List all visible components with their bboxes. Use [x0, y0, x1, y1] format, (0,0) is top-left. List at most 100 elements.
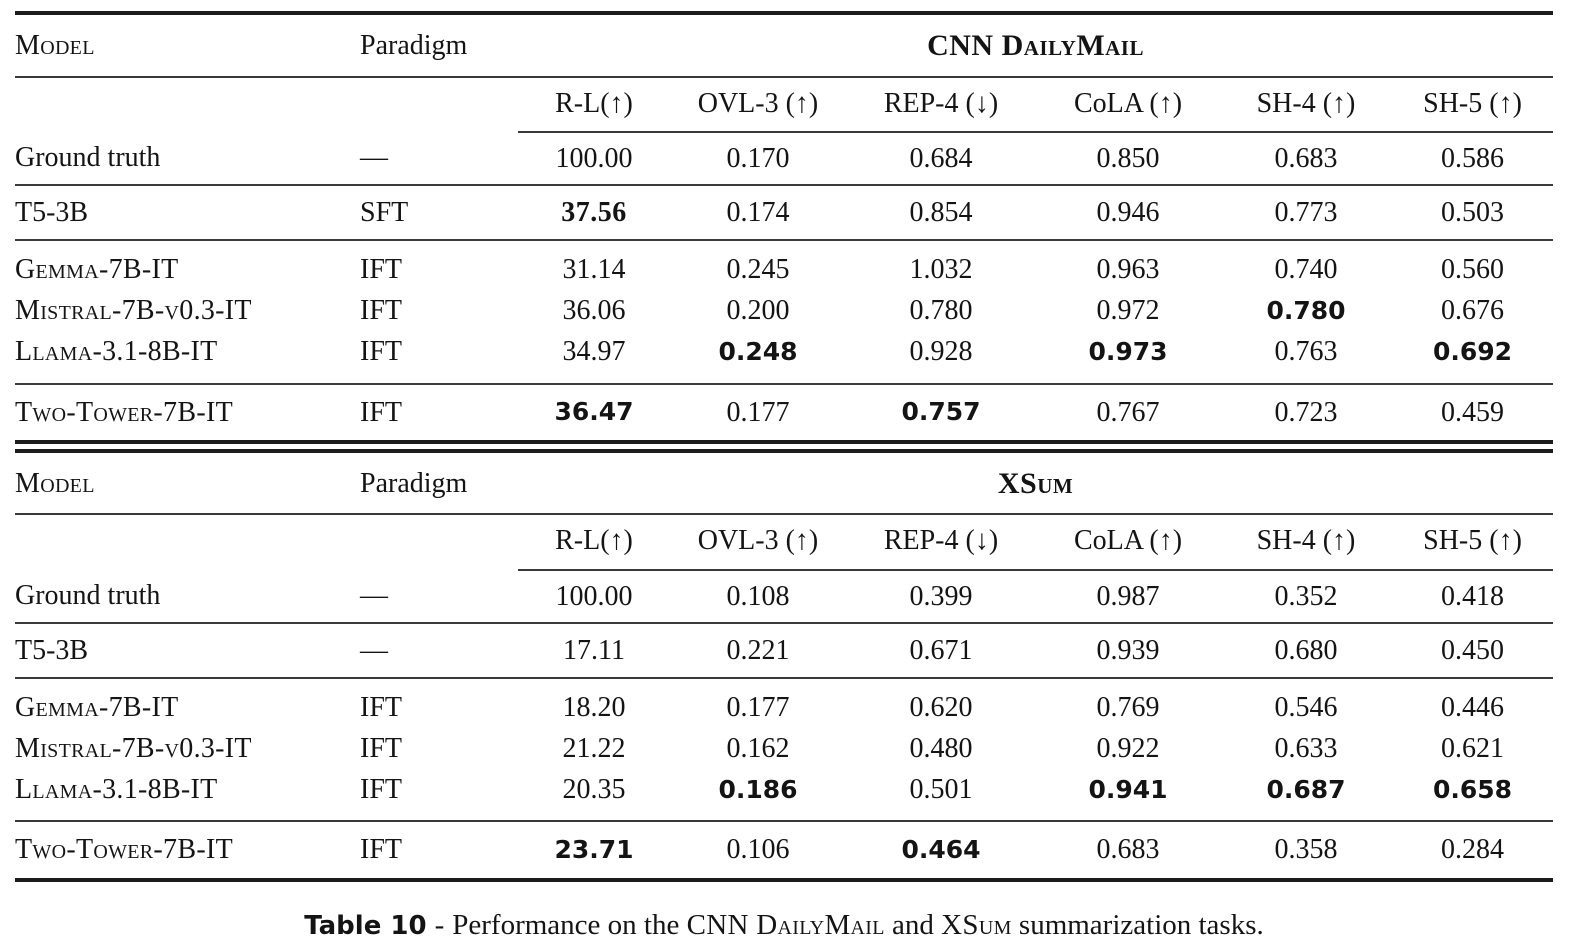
table-row-mistral: Mistral-7B-v0.3-IT IFT 36.06 0.200 0.780…	[15, 290, 1553, 331]
value-cell: 0.480	[909, 733, 973, 765]
table-row: Model Paradigm CNN DailyMail	[15, 13, 1554, 78]
value-cell: 36.47	[554, 397, 634, 427]
metric-header-sh5: SH-5 (↑)	[1392, 514, 1554, 571]
xsum-table: Model Paradigm XSum R-L(↑) OVL-3 (↑) REP…	[15, 452, 1554, 882]
model-name-cell: Two-Tower-7B-IT	[15, 396, 233, 428]
section-divider-rule	[15, 439, 1553, 453]
table-row-gemma: Gemma-7B-IT IFT 31.14 0.245 1.032 0.963 …	[15, 240, 1553, 290]
value-cell: 0.972	[1096, 295, 1160, 327]
value-cell: 0.683	[1096, 834, 1160, 866]
model-name-cell: Mistral-7B-v0.3-IT	[15, 295, 252, 327]
table-row: R-L(↑) OVL-3 (↑) REP-4 (↓) CoLA (↑) SH-4…	[15, 514, 1554, 571]
model-name-cell: Gemma-7B-IT	[15, 254, 179, 286]
value-cell: 20.35	[518, 769, 670, 823]
value-cell: 36.06	[562, 295, 626, 327]
empty-cell	[360, 514, 518, 569]
paradigm-cell: IFT	[360, 295, 402, 327]
value-cell: 0.769	[1096, 691, 1160, 723]
value-cell: 0.170	[670, 131, 846, 186]
value-cell: 34.97	[518, 331, 670, 385]
caption-label: Table 10	[304, 910, 427, 941]
metric-header-rep4: REP-4 (↓)	[846, 76, 1036, 133]
value-cell: 0.358	[1274, 834, 1338, 866]
value-cell: 0.854	[846, 184, 1036, 242]
model-name-cell: Mistral-7B-v0.3-IT	[15, 733, 252, 765]
empty-cell	[360, 77, 518, 132]
value-cell: 0.546	[1274, 691, 1338, 723]
value-cell: 0.503	[1392, 184, 1554, 242]
value-cell: 0.939	[1036, 622, 1220, 679]
value-cell: 0.671	[846, 622, 1036, 679]
table-row-llama: Llama-3.1-8B-IT IFT 20.35 0.186 0.501 0.…	[15, 769, 1554, 823]
value-cell: 0.684	[846, 131, 1036, 186]
value-cell: 0.560	[1441, 254, 1505, 286]
caption-text: summarization tasks.	[1018, 908, 1264, 941]
paradigm-cell: —	[360, 569, 518, 624]
value-cell: 100.00	[518, 569, 670, 624]
model-column-header: Model	[15, 452, 360, 516]
value-cell: 0.177	[726, 396, 790, 428]
metric-header-ovl3: OVL-3 (↑)	[670, 76, 846, 133]
table-row-llama: Llama-3.1-8B-IT IFT 34.97 0.248 0.928 0.…	[15, 331, 1554, 385]
empty-cell	[15, 514, 360, 569]
value-cell: 0.723	[1274, 396, 1338, 428]
value-cell: 0.245	[726, 254, 790, 286]
model-name-cell: T5-3B	[15, 622, 360, 679]
table-row-two-tower: Two-Tower-7B-IT IFT 23.71 0.106 0.464 0.…	[15, 821, 1553, 879]
metric-header-cola: CoLA (↑)	[1036, 514, 1220, 571]
caption-text: and	[892, 908, 934, 941]
value-cell: 0.780	[1266, 295, 1346, 325]
value-cell: 0.987	[1036, 569, 1220, 624]
table-row-ground-truth: Ground truth — 100.00 0.170 0.684 0.850 …	[15, 131, 1554, 186]
table-row: R-L(↑) OVL-3 (↑) REP-4 (↓) CoLA (↑) SH-4…	[15, 76, 1554, 133]
dataset-header-cnn-dailymail: CNN DailyMail	[518, 13, 1554, 78]
value-cell: 23.71	[554, 835, 634, 865]
value-cell: 0.200	[726, 295, 790, 327]
model-name-cell: Two-Tower-7B-IT	[15, 834, 233, 866]
value-cell: 0.633	[1274, 733, 1338, 765]
paradigm-cell: IFT	[360, 331, 518, 385]
model-name-cell: T5-3B	[15, 184, 360, 242]
value-cell: 0.162	[726, 733, 790, 765]
value-cell: 0.767	[1096, 396, 1160, 428]
value-cell: 0.773	[1220, 184, 1392, 242]
metric-header-rep4: REP-4 (↓)	[846, 514, 1036, 571]
value-cell: 0.586	[1392, 131, 1554, 186]
metric-header-rl: R-L(↑)	[518, 514, 670, 571]
paradigm-cell: IFT	[360, 691, 402, 723]
value-cell: 0.850	[1036, 131, 1220, 186]
value-cell: 0.352	[1220, 569, 1392, 624]
metric-header-sh4: SH-4 (↑)	[1220, 514, 1392, 571]
value-cell: 0.174	[670, 184, 846, 242]
value-cell: 1.032	[909, 254, 973, 286]
value-cell: 0.221	[670, 622, 846, 679]
model-name-cell: Ground truth	[15, 569, 360, 624]
value-cell: 17.11	[518, 622, 670, 679]
value-cell: 0.418	[1392, 569, 1554, 624]
caption-dataset-xsum: XSum	[941, 908, 1012, 941]
table-caption: Table 10- Performance on the CNN DailyMai…	[15, 909, 1553, 942]
metric-header-rl: R-L(↑)	[518, 76, 670, 133]
caption-dataset-cnn-dailymail: CNN DailyMail	[686, 908, 885, 941]
value-cell: 0.687	[1220, 769, 1392, 823]
value-cell: 18.20	[562, 691, 626, 723]
paradigm-column-header: Paradigm	[360, 13, 518, 78]
value-cell: 0.757	[901, 397, 981, 427]
value-cell: 100.00	[518, 131, 670, 186]
value-cell: 0.284	[1441, 834, 1505, 866]
model-name-cell: Gemma-7B-IT	[15, 691, 179, 723]
paradigm-cell: —	[360, 131, 518, 186]
model-name-cell: Llama-3.1-8B-IT	[15, 769, 360, 823]
table-row-two-tower: Two-Tower-7B-IT IFT 36.47 0.177 0.757 0.…	[15, 384, 1553, 440]
value-cell: 0.658	[1392, 769, 1554, 823]
value-cell: 0.106	[726, 834, 790, 866]
value-cell: 0.248	[670, 331, 846, 385]
paradigm-cell: IFT	[360, 396, 402, 428]
value-cell: 31.14	[562, 254, 626, 286]
value-cell: 0.763	[1220, 331, 1392, 385]
caption-dash: -	[434, 908, 445, 941]
paradigm-column-header: Paradigm	[360, 452, 518, 516]
value-cell: 0.692	[1392, 331, 1554, 385]
value-cell: 0.108	[670, 569, 846, 624]
value-cell: 0.186	[670, 769, 846, 823]
